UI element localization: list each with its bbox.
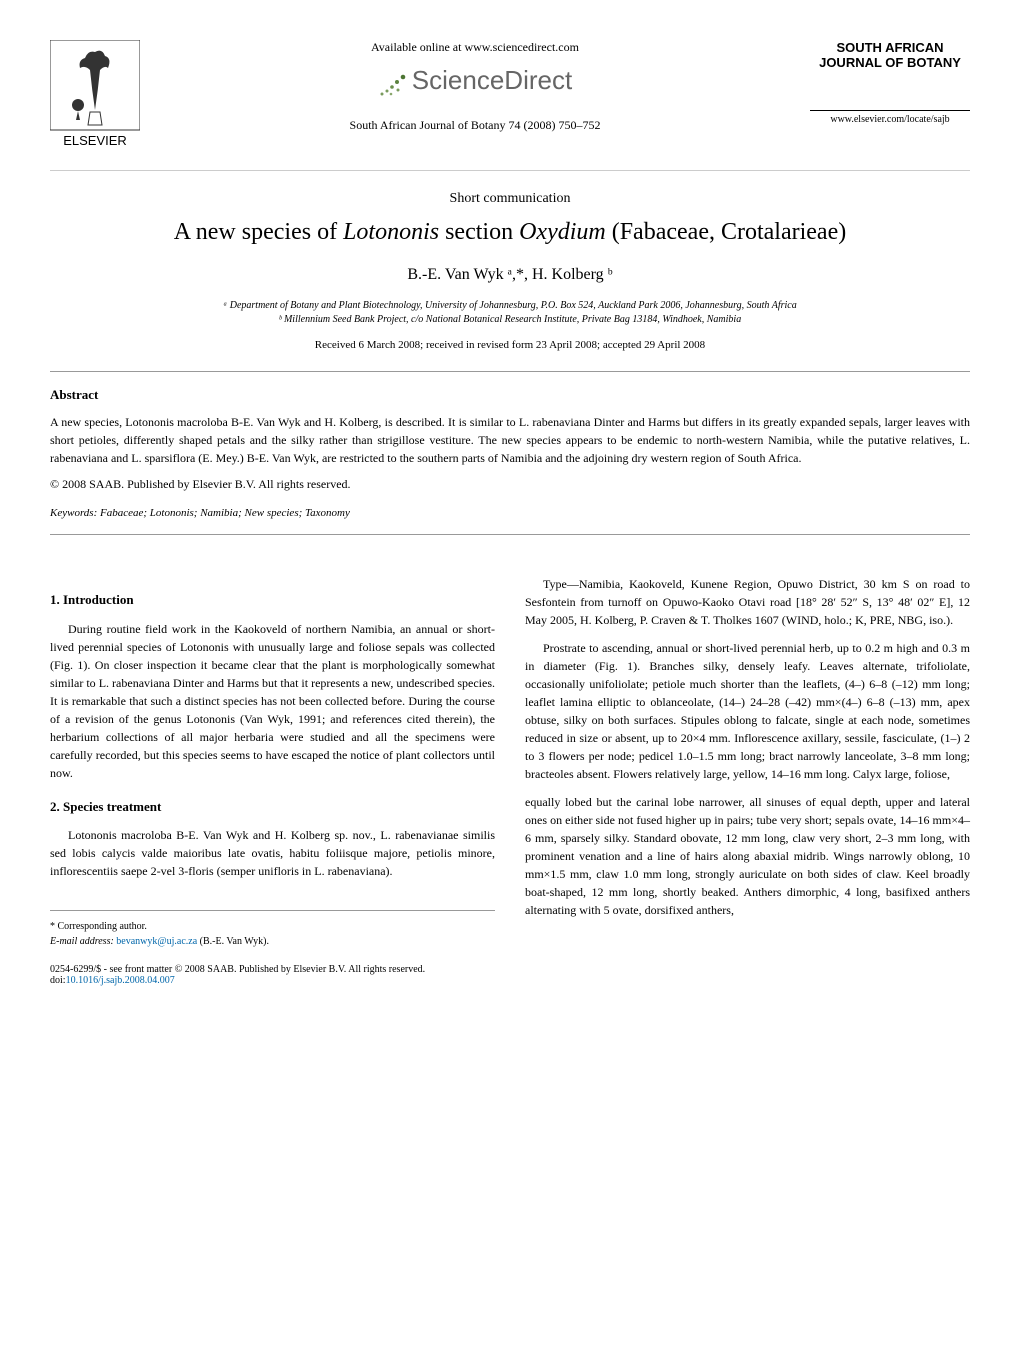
title-part-1: A new species of <box>174 219 343 245</box>
corresponding-author-note: * Corresponding author. E-mail address: … <box>50 910 495 949</box>
title-italic-2: Oxydium <box>519 219 606 245</box>
article-title: A new species of Lotononis section Oxydi… <box>50 219 970 246</box>
corresponding-label: * Corresponding author. <box>50 919 495 934</box>
body-columns: 1. Introduction During routine field wor… <box>50 575 970 949</box>
affiliations: ᵃ Department of Botany and Plant Biotech… <box>50 299 970 327</box>
email-address[interactable]: bevanwyk@uj.ac.za <box>116 936 197 947</box>
title-part-3: (Fabaceae, Crotalarieae) <box>606 219 847 245</box>
copyright-text: © 2008 SAAB. Published by Elsevier B.V. … <box>50 477 970 492</box>
email-line: E-mail address: bevanwyk@uj.ac.za (B.-E.… <box>50 934 495 949</box>
sciencedirect-text: ScienceDirect <box>412 65 572 95</box>
type-paragraph: Type—Namibia, Kaokoveld, Kunene Region, … <box>525 575 970 629</box>
doi-line: doi:10.1016/j.sajb.2008.04.007 <box>50 975 970 986</box>
abstract-text: A new species, Lotononis macroloba B-E. … <box>50 413 970 467</box>
footer-bottom: 0254-6299/$ - see front matter © 2008 SA… <box>50 964 970 986</box>
svg-text:ELSEVIER: ELSEVIER <box>63 133 127 148</box>
issn-line: 0254-6299/$ - see front matter © 2008 SA… <box>50 964 970 975</box>
journal-url: www.elsevier.com/locate/sajb <box>810 110 970 125</box>
header-center: Available online at www.sciencedirect.co… <box>140 40 810 133</box>
treatment-heading: 2. Species treatment <box>50 797 495 817</box>
email-label: E-mail address: <box>50 936 116 947</box>
email-suffix: (B.-E. Van Wyk). <box>197 936 269 947</box>
elsevier-logo-block: ELSEVIER <box>50 40 140 150</box>
elsevier-tree-icon: ELSEVIER <box>50 40 140 150</box>
description-paragraph-1: Prostrate to ascending, annual or short-… <box>525 639 970 783</box>
title-italic-1: Lotononis <box>343 219 439 245</box>
keywords-list: Fabaceae; Lotononis; Namibia; New specie… <box>97 507 350 519</box>
page-header: ELSEVIER Available online at www.science… <box>50 40 970 171</box>
intro-paragraph: During routine field work in the Kaokove… <box>50 620 495 782</box>
affiliation-b: ᵇ Millennium Seed Bank Project, c/o Nati… <box>50 313 970 327</box>
keywords: Keywords: Fabaceae; Lotononis; Namibia; … <box>50 507 970 519</box>
journal-name: SOUTH AFRICAN JOURNAL OF BOTANY <box>810 40 970 70</box>
journal-name-box: SOUTH AFRICAN JOURNAL OF BOTANY www.else… <box>810 40 970 125</box>
right-column: Type—Namibia, Kaokoveld, Kunene Region, … <box>525 575 970 949</box>
sciencedirect-logo: ScienceDirect <box>160 65 790 98</box>
title-part-2: section <box>439 219 519 245</box>
affiliation-a: ᵃ Department of Botany and Plant Biotech… <box>50 299 970 313</box>
abstract-heading: Abstract <box>50 387 970 403</box>
sciencedirect-dots-icon <box>378 72 408 98</box>
doi-link[interactable]: 10.1016/j.sajb.2008.04.007 <box>66 975 175 986</box>
description-paragraph-2: equally lobed but the carinal lobe narro… <box>525 793 970 919</box>
authors: B.-E. Van Wyk ᵃ,*, H. Kolberg ᵇ <box>50 266 970 284</box>
divider-top <box>50 371 970 372</box>
intro-heading: 1. Introduction <box>50 590 495 610</box>
keywords-label: Keywords: <box>50 507 97 519</box>
treatment-paragraph: Lotononis macroloba B-E. Van Wyk and H. … <box>50 826 495 880</box>
left-column: 1. Introduction During routine field wor… <box>50 575 495 949</box>
article-type: Short communication <box>50 191 970 207</box>
divider-bottom <box>50 534 970 535</box>
journal-reference: South African Journal of Botany 74 (2008… <box>160 118 790 133</box>
article-dates: Received 6 March 2008; received in revis… <box>50 339 970 351</box>
available-online-text: Available online at www.sciencedirect.co… <box>160 40 790 55</box>
